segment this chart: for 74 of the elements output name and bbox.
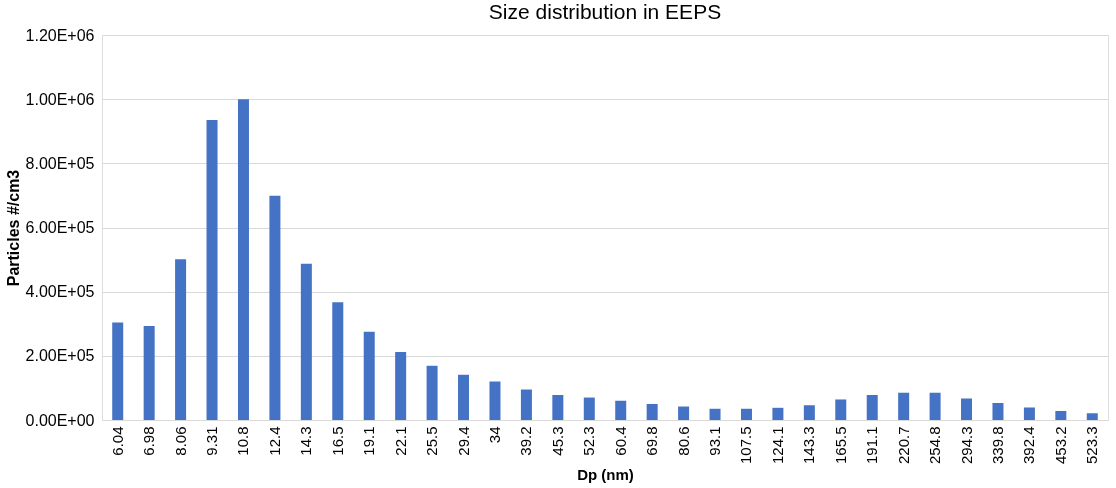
bar [395, 351, 407, 420]
bar [961, 398, 973, 420]
y-tick-label: 1.20E+06 [25, 26, 95, 44]
y-tick-label: 4.00E+05 [25, 283, 95, 301]
bar [112, 322, 124, 420]
bar [1086, 413, 1098, 420]
x-tick-label: 69.8 [643, 426, 661, 456]
x-tick-label: 6.98 [140, 426, 158, 456]
bar [332, 302, 344, 420]
bar [206, 120, 218, 420]
bar [646, 403, 658, 420]
x-tick-label: 14.3 [297, 426, 315, 456]
bar [803, 405, 815, 420]
x-tick-label: 124.1 [768, 426, 786, 465]
x-tick-label: 339.8 [988, 426, 1006, 465]
x-tick-label: 523.3 [1083, 426, 1101, 465]
x-tick-label: 220.7 [894, 426, 912, 465]
bar [740, 408, 752, 420]
bar [772, 407, 784, 420]
x-tick-label: 8.06 [171, 426, 189, 456]
chart-title: Size distribution in EEPS [488, 0, 722, 23]
y-tick-label: 8.00E+05 [25, 154, 95, 172]
bar [269, 195, 281, 420]
bar [709, 408, 721, 420]
y-tick-label: 6.00E+05 [25, 219, 95, 236]
x-tick-label: 6.04 [108, 426, 126, 456]
x-tick-label: 60.4 [611, 426, 629, 456]
x-tick-label: 12.4 [265, 426, 283, 456]
bar [489, 381, 501, 420]
bar [866, 394, 878, 420]
bar [175, 259, 187, 420]
y-tick-label: 1.00E+06 [25, 90, 95, 108]
bar [426, 365, 438, 420]
y-tick-label: 0.00E+00 [25, 411, 95, 429]
bar [583, 397, 595, 420]
bar [835, 399, 847, 420]
x-tick-label: 34 [485, 426, 503, 444]
x-tick-label: 19.1 [360, 426, 378, 456]
x-tick-label: 80.6 [674, 426, 692, 456]
y-axis-title: Particles #/cm3 [4, 169, 22, 287]
bar [300, 263, 312, 420]
x-tick-label: 10.8 [234, 426, 252, 456]
x-tick-label: 9.31 [203, 426, 221, 456]
x-tick-label: 25.5 [423, 426, 441, 456]
bar [1023, 407, 1035, 420]
x-tick-label: 453.2 [1051, 426, 1069, 465]
x-tick-label: 29.4 [454, 426, 472, 456]
x-tick-label: 107.5 [737, 426, 755, 465]
x-tick-label: 191.1 [863, 426, 881, 465]
x-tick-label: 392.4 [1020, 426, 1038, 465]
x-tick-label: 254.8 [926, 426, 944, 465]
bar [992, 403, 1004, 420]
bar [898, 392, 910, 420]
x-axis-title: Dp (nm) [577, 466, 634, 484]
x-tick-label: 39.2 [517, 426, 535, 456]
bar [552, 394, 564, 420]
y-tick-label: 2.00E+05 [25, 347, 95, 365]
bar [520, 389, 532, 420]
bar [143, 326, 155, 420]
x-tick-label: 143.3 [800, 426, 818, 465]
bar [458, 374, 470, 420]
bar [237, 99, 249, 420]
x-tick-label: 165.5 [831, 426, 849, 465]
x-tick-label: 16.5 [328, 426, 346, 456]
bar [615, 400, 627, 420]
bar [363, 331, 375, 420]
bar [678, 406, 690, 420]
x-tick-label: 22.1 [391, 426, 409, 456]
bar [929, 392, 941, 420]
bar [1055, 411, 1067, 420]
x-tick-label: 93.1 [706, 426, 724, 456]
x-tick-label: 45.3 [548, 426, 566, 456]
x-tick-label: 294.3 [957, 426, 975, 465]
x-tick-label: 52.3 [580, 426, 598, 456]
